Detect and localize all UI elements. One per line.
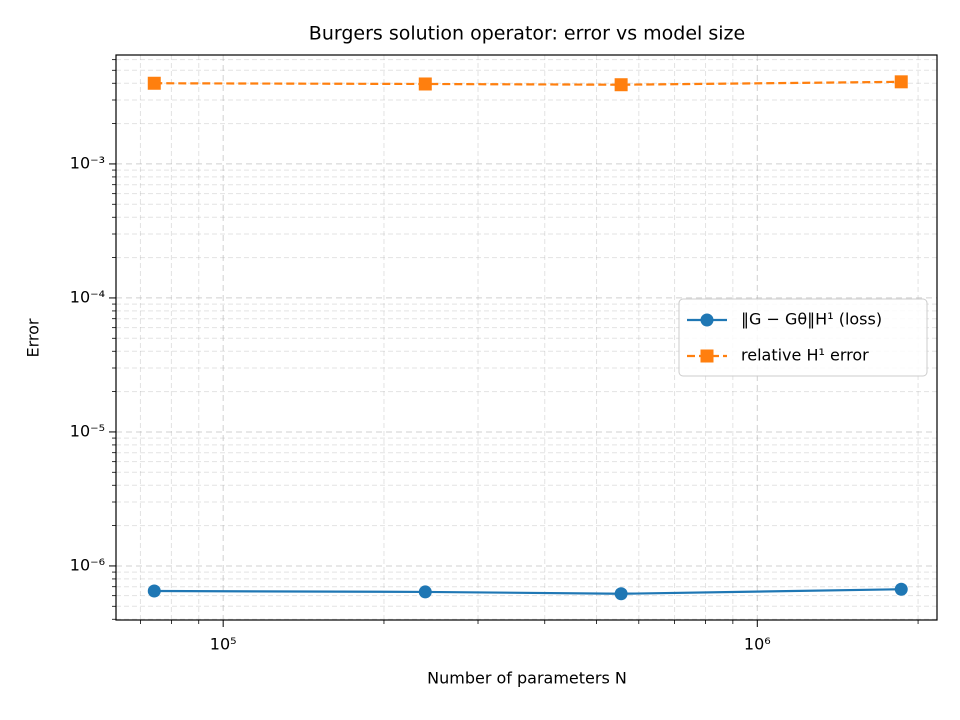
marker	[894, 582, 908, 596]
x-axis-label: Number of parameters N	[427, 669, 627, 688]
marker	[614, 587, 628, 601]
y-tick-label: 10⁻⁶	[70, 555, 105, 574]
legend-box	[678, 298, 928, 377]
marker	[894, 75, 908, 89]
legend-label: relative H¹ error	[741, 346, 869, 365]
legend: ‖G − Gθ‖H¹ (loss) relative H¹ error	[678, 298, 928, 377]
plot-frame	[115, 54, 938, 621]
x-tick-label: 10⁶	[744, 635, 771, 654]
series-line	[154, 588, 902, 595]
marker	[147, 76, 161, 90]
series-line	[154, 80, 902, 86]
x-tick-label: 10⁵	[210, 635, 237, 654]
legend-marker	[700, 313, 714, 327]
marker	[147, 584, 161, 598]
marker	[418, 77, 432, 91]
y-tick-label: 10⁻³	[70, 153, 105, 172]
legend-marker	[700, 349, 714, 363]
legend-label: ‖G − Gθ‖H¹ (loss)	[741, 310, 882, 329]
y-tick-label: 10⁻⁴	[70, 287, 105, 306]
y-axis-label: Error	[24, 318, 43, 357]
y-tick-label: 10⁻⁵	[70, 421, 105, 440]
marker	[418, 585, 432, 599]
marker	[614, 78, 628, 92]
chart-title: Burgers solution operator: error vs mode…	[309, 23, 745, 45]
